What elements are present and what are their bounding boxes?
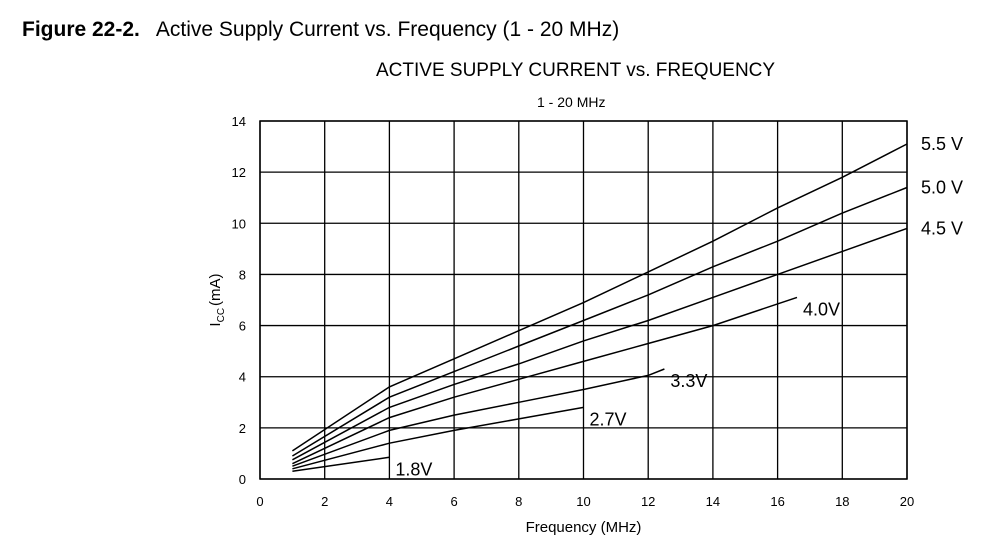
y-tick-label: 12 [232,165,246,180]
x-tick-label: 10 [576,494,590,509]
x-tick-label: 4 [386,494,393,509]
series-lines [291,143,908,473]
y-tick-labels: 0 2 4 6 8 10 12 14 [232,114,246,487]
y-axis-label-symbol: I [207,322,224,326]
figure-number: Figure 22-2. [22,18,140,41]
y-tick-label: 0 [239,472,246,487]
plot-frame [259,120,908,480]
x-tick-labels: 0 2 4 6 8 10 12 14 16 18 20 [256,494,914,509]
series-label: 1.8V [395,459,432,479]
series-line [292,456,390,473]
series-line [292,227,908,461]
y-axis-label-unit: (mA) [207,273,224,306]
x-tick-label: 6 [450,494,457,509]
figure-caption-text: Active Supply Current vs. Frequency (1 -… [155,18,620,41]
y-axis-label-subscript: CC [216,308,227,322]
x-tick-label: 18 [835,494,849,509]
y-tick-label: 10 [232,216,246,231]
y-tick-label: 4 [239,370,246,385]
y-tick-label: 14 [232,114,246,129]
series-label: 4.0V [803,299,840,319]
x-tick-label: 16 [770,494,784,509]
y-axis-label: ICC (mA) [207,273,227,326]
series-line [292,296,798,465]
series-label: 3.3V [670,371,707,391]
y-tick-label: 8 [239,267,246,282]
chart-title: ACTIVE SUPPLY CURRENT vs. FREQUENCY [376,60,776,81]
chart-subtitle: 1 - 20 MHz [537,94,606,110]
series-line [292,368,665,467]
x-tick-label: 20 [900,494,914,509]
series-labels: 5.5 V 5.0 V 4.5 V 4.0V 3.3V 2.7V 1.8V [395,134,963,479]
series-label: 4.5 V [921,218,963,238]
x-tick-label: 2 [321,494,328,509]
x-tick-label: 14 [706,494,720,509]
x-axis-label: Frequency (MHz) [526,519,642,536]
y-tick-label: 6 [239,319,246,334]
series-label: 2.7V [590,409,627,429]
series-label: 5.5 V [921,134,963,154]
series-line [292,186,908,457]
x-tick-label: 0 [256,494,263,509]
series-label: 5.0 V [921,177,963,197]
x-tick-label: 8 [515,494,522,509]
x-tick-label: 12 [641,494,655,509]
y-tick-label: 2 [239,421,246,436]
figure-caption: Figure 22-2. Active Supply Current vs. Fr… [22,18,619,42]
series-line [291,143,908,452]
series-line [292,406,584,470]
